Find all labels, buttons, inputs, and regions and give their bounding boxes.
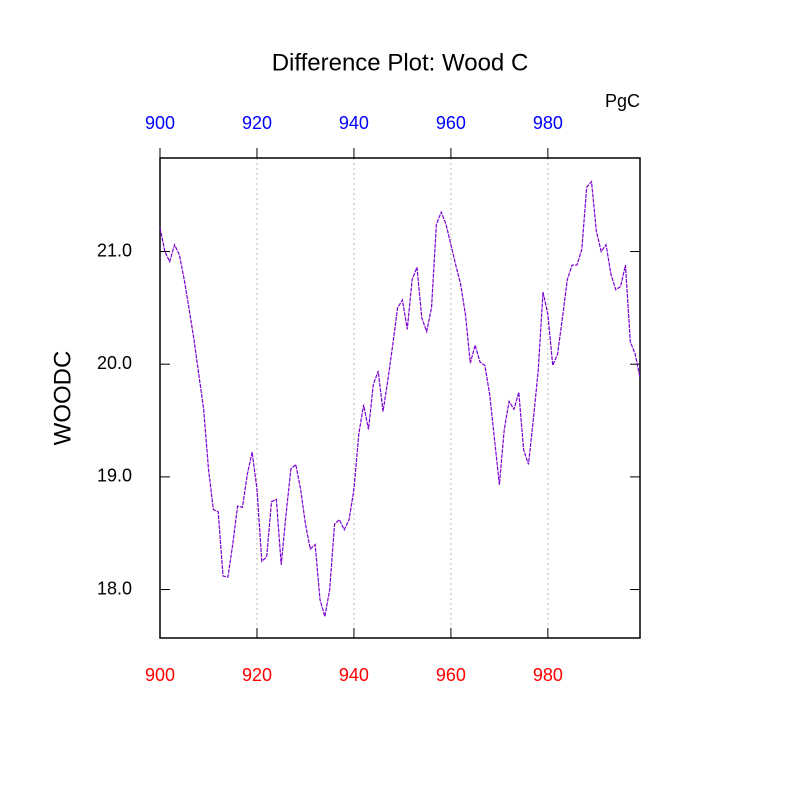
y-tick-label: 20.0 [97,353,132,373]
x-tick-label-top: 960 [436,113,466,133]
plot-frame [159,157,641,639]
x-tick-label: 960 [436,665,466,685]
x-tick-label-top: 920 [242,113,272,133]
x-tick-label: 900 [145,665,175,685]
data-line [159,180,641,617]
y-tick-label: 21.0 [97,240,132,260]
chart-title: Difference Plot: Wood C [272,49,529,76]
y-tick-label: 19.0 [97,466,132,486]
units-label: PgC [605,91,640,111]
x-tick-label-top: 900 [145,113,175,133]
y-axis-label: WOODC [49,351,76,446]
x-tick-label: 940 [339,665,369,685]
y-tick-label: 18.0 [97,578,132,598]
x-tick-label: 980 [533,665,563,685]
x-tick-label-top: 940 [339,113,369,133]
x-tick-label-top: 980 [533,113,563,133]
x-tick-label: 920 [242,665,272,685]
